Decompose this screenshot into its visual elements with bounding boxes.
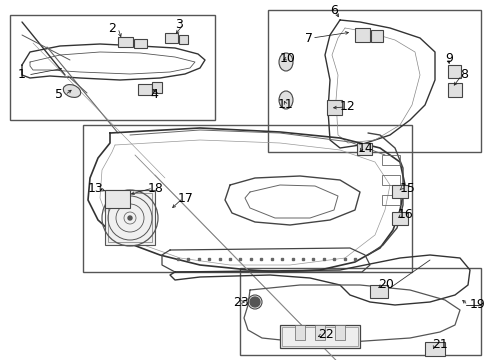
Text: 15: 15 <box>399 181 415 194</box>
Bar <box>280 325 359 348</box>
Bar <box>447 65 460 78</box>
Text: 6: 6 <box>329 4 337 17</box>
Bar <box>164 33 178 43</box>
Text: 2: 2 <box>108 22 116 35</box>
Text: 20: 20 <box>377 279 393 292</box>
Bar <box>314 325 325 340</box>
Text: 4: 4 <box>150 89 158 102</box>
Bar <box>138 84 152 95</box>
Bar <box>424 342 444 356</box>
Text: 13: 13 <box>88 181 103 194</box>
Text: 11: 11 <box>278 99 293 112</box>
Bar <box>381 195 399 205</box>
Bar <box>381 175 399 185</box>
Bar <box>294 325 305 340</box>
Bar <box>83 125 411 272</box>
Text: 16: 16 <box>397 208 413 221</box>
Bar <box>267 10 480 152</box>
Bar <box>152 82 162 93</box>
Bar <box>356 143 371 155</box>
Text: 22: 22 <box>317 328 333 342</box>
Text: 10: 10 <box>280 51 295 64</box>
Bar <box>134 39 147 48</box>
Bar <box>447 83 461 97</box>
Circle shape <box>128 216 132 220</box>
Text: 7: 7 <box>305 31 312 45</box>
Text: 23: 23 <box>232 296 248 309</box>
Bar <box>282 327 357 346</box>
Ellipse shape <box>279 53 292 71</box>
Text: 12: 12 <box>339 100 355 113</box>
Text: 17: 17 <box>178 192 193 204</box>
Bar <box>369 285 387 298</box>
Bar <box>105 190 130 208</box>
Bar <box>326 100 341 115</box>
Text: 21: 21 <box>431 338 447 351</box>
Bar <box>105 190 155 245</box>
Text: 8: 8 <box>459 68 467 81</box>
Bar <box>391 212 407 225</box>
Bar <box>354 28 369 42</box>
Text: 9: 9 <box>444 51 452 64</box>
Text: 19: 19 <box>469 298 485 311</box>
Bar <box>391 185 407 198</box>
Bar <box>381 155 399 165</box>
Bar <box>179 35 187 44</box>
Circle shape <box>249 297 260 307</box>
Text: 18: 18 <box>148 181 163 194</box>
Text: 5: 5 <box>55 89 63 102</box>
Bar <box>108 193 152 242</box>
Bar <box>10 15 215 120</box>
Bar <box>370 30 382 42</box>
Bar <box>240 268 480 355</box>
Text: 3: 3 <box>175 18 183 31</box>
Text: 1: 1 <box>18 68 26 81</box>
Ellipse shape <box>279 91 292 109</box>
Text: 14: 14 <box>357 141 373 154</box>
Bar <box>118 37 133 47</box>
Ellipse shape <box>63 85 81 98</box>
Bar <box>334 325 345 340</box>
